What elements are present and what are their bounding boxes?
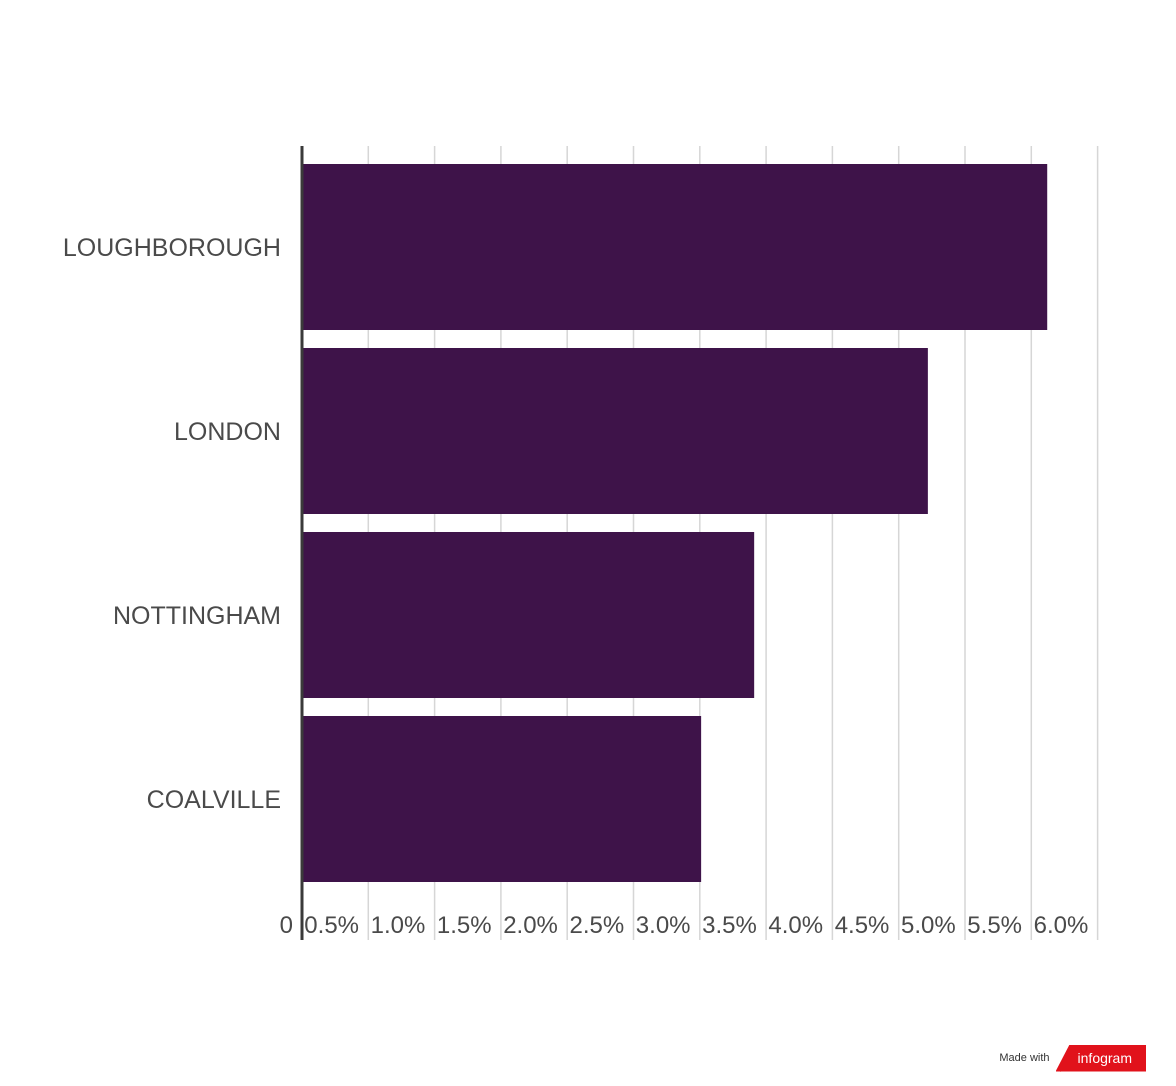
made-with-text: Made with [999,1052,1050,1064]
infogram-logo[interactable]: infogram [1055,1044,1146,1072]
x-axis-tick-labels: 0 0.5% 1.0% 1.5% 2.0% 2.5% 3.0% 3.5% 4.0% 4.5% 5.0… [280,912,1089,939]
x-tick-label: 0.5% [304,912,359,939]
category-label: LOUGHBOROUGH [63,234,281,262]
logo-tail-icon [1060,1064,1068,1072]
x-tick-label: 6.0% [1034,912,1089,939]
x-tick-label: 1.5% [437,912,492,939]
x-tick-label: 2.5% [570,912,625,939]
x-tick-label: 4.5% [835,912,890,939]
bar-coalville[interactable] [302,716,702,882]
x-tick-label: 4.0% [768,912,823,939]
infogram-footer[interactable]: Made with infogram [999,1042,1146,1074]
x-tick-label: 1.0% [371,912,426,939]
category-label: NOTTINGHAM [113,602,281,630]
x-tick-label: 5.0% [901,912,956,939]
bar-nottingham[interactable] [302,532,755,698]
x-tick-label: 3.5% [702,912,757,939]
x-tick-label: 2.0% [503,912,558,939]
category-labels: LOUGHBOROUGH LONDON NOTTINGHAM COALVILLE [63,234,281,814]
bars [302,164,1048,882]
category-label: LONDON [174,418,281,446]
bar-loughborough[interactable] [302,164,1048,330]
bar-london[interactable] [302,348,928,514]
x-tick-label: 0 [280,912,293,939]
x-tick-label: 3.0% [636,912,691,939]
x-tick-label: 5.5% [967,912,1022,939]
category-label: COALVILLE [147,786,281,814]
